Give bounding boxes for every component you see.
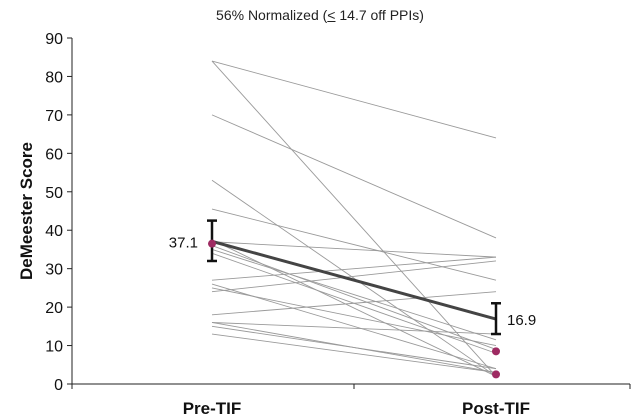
y-axis-label: DeMeester Score: [17, 142, 36, 280]
patient-line: [211, 333, 497, 373]
patient-line: [211, 208, 497, 281]
patient-line: [211, 260, 497, 293]
patient-line: [211, 256, 497, 281]
x-category-label: Pre-TIF: [183, 399, 242, 418]
patient-line: [211, 114, 497, 239]
mean-series: 37.1 16.9: [169, 219, 536, 336]
patient-line: [211, 60, 497, 139]
highlight-point: [208, 239, 216, 248]
y-tick-label: 30: [45, 262, 63, 279]
y-tick-label: 20: [45, 300, 63, 317]
patient-line: [211, 249, 497, 341]
y-tick-label: 50: [45, 185, 63, 202]
patient-line: [211, 245, 497, 350]
y-tick-label: 10: [45, 339, 63, 356]
patient-lines: [211, 60, 497, 377]
x-category-label: Post-TIF: [462, 399, 530, 418]
y-tick-label: 60: [45, 146, 63, 163]
y-tick-label: 40: [45, 223, 63, 240]
patient-line: [211, 179, 497, 377]
y-tick-label: 90: [45, 31, 63, 48]
chart-title: 56% Normalized (< 14.7 off PPIs): [216, 7, 424, 23]
highlight-point: [492, 370, 500, 379]
y-tick-label: 0: [54, 377, 63, 394]
patient-line: [211, 241, 497, 258]
patient-line: [211, 283, 497, 370]
patient-line: [211, 287, 497, 346]
axes: 0 10 20 30 40 50 60 70 80 90 Pre-TIF Post-TIF DeMees…: [17, 31, 631, 418]
mean-label-post: 16.9: [507, 312, 536, 329]
patient-line: [211, 325, 497, 370]
patient-line: [211, 60, 497, 377]
highlight-point: [492, 347, 500, 356]
y-tick-label: 70: [45, 108, 63, 125]
patient-line: [211, 322, 497, 335]
mean-line: [211, 239, 497, 321]
patient-line: [211, 291, 497, 316]
y-tick-label: 80: [45, 69, 63, 86]
highlight-points: [208, 239, 500, 379]
mean-label-pre: 37.1: [169, 234, 198, 251]
